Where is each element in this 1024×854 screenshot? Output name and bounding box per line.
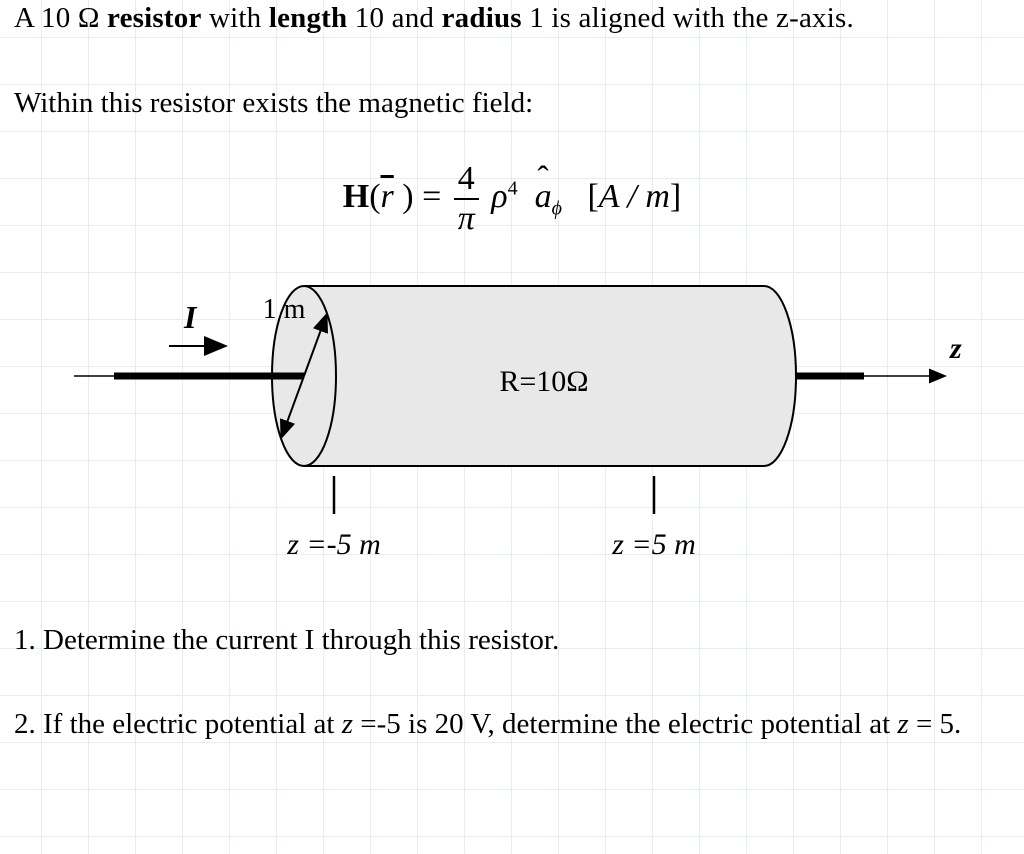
formula-r-vector: r: [381, 182, 394, 213]
question-1: 1. Determine the current I through this …: [14, 624, 1010, 657]
svg-text:z =-5 m: z =-5 m: [286, 528, 381, 561]
resistor-diagram: I 1 m R=10Ω z z =-5 m z =5 m: [14, 266, 1010, 596]
formula-denominator: π: [454, 200, 479, 236]
text: =-5 is 20 V, determine the electric pote…: [353, 708, 897, 740]
diagram-svg: I 1 m R=10Ω z z =-5 m z =5 m: [14, 266, 1014, 596]
text: 1 is aligned with the z-axis.: [522, 2, 854, 34]
svg-text:1 m: 1 m: [263, 294, 306, 325]
text: 10 and: [347, 2, 441, 34]
formula-numerator: 4: [454, 162, 479, 200]
formula-unit-vector: a: [535, 178, 552, 216]
question-2: 2. If the electric potential at z =-5 is…: [14, 705, 1010, 744]
formula-exponent: 4: [508, 177, 518, 199]
bold-radius: radius: [442, 2, 522, 34]
text: A 10: [14, 2, 78, 34]
formula-units: A / m: [599, 178, 670, 215]
formula-H: H: [343, 178, 369, 215]
text: with: [202, 2, 269, 34]
var-z: z: [342, 708, 353, 740]
svg-text:R=10Ω: R=10Ω: [499, 365, 588, 398]
omega-symbol: Ω: [78, 2, 100, 34]
formula-phi-subscript: ϕ: [552, 198, 562, 220]
svg-text:I: I: [183, 299, 198, 335]
intro-line-2: Within this resistor exists the magnetic…: [14, 87, 1010, 120]
svg-text:z: z: [949, 332, 962, 365]
intro-line-1: A 10 Ω resistor with length 10 and radiu…: [14, 0, 1010, 35]
svg-text:z =5 m: z =5 m: [611, 528, 696, 561]
formula-rho: ρ: [491, 178, 507, 215]
bold-length: length: [269, 2, 348, 34]
page-content: A 10 Ω resistor with length 10 and radiu…: [0, 0, 1024, 744]
bold-resistor: resistor: [100, 2, 202, 34]
formula-fraction: 4π: [454, 162, 479, 236]
text: = 5.: [909, 708, 962, 740]
magnetic-field-formula: H(r ) = 4π ρ4 aϕ [A / m]: [14, 162, 1010, 236]
text: 2. If the electric potential at: [14, 708, 342, 740]
var-z: z: [897, 708, 908, 740]
